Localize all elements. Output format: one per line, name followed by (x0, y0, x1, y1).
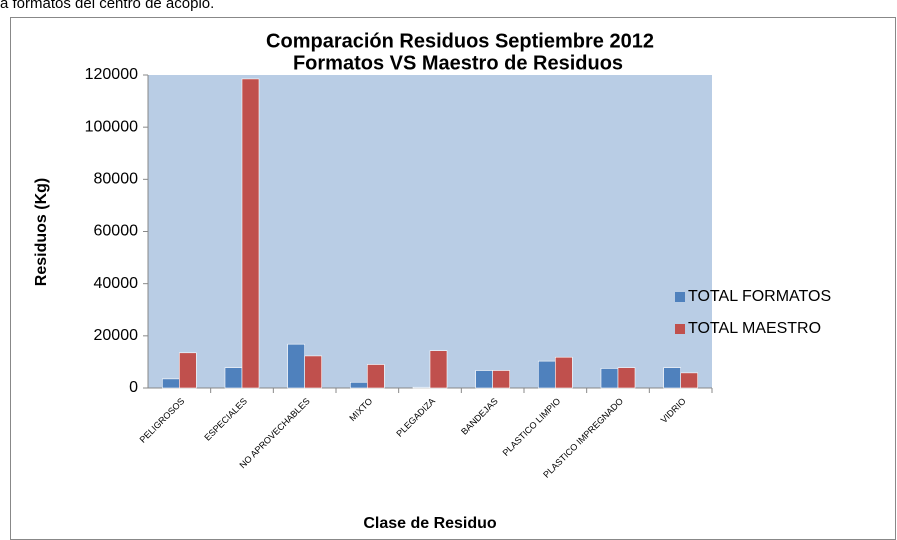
legend-swatch (675, 292, 685, 302)
bar (555, 356, 573, 389)
chart-title: Formatos VS Maestro de Residuos (293, 52, 623, 74)
bar (600, 368, 619, 389)
bar (162, 378, 180, 389)
bar (663, 367, 681, 389)
legend-swatch (675, 324, 685, 334)
bar (241, 78, 260, 389)
bar (475, 370, 493, 389)
y-tick-label: 40000 (94, 275, 139, 292)
bar (224, 367, 243, 389)
legend-label: TOTAL MAESTRO (688, 320, 821, 337)
bar (304, 355, 322, 389)
bar (538, 360, 556, 389)
plot-area (148, 75, 712, 388)
bar (367, 364, 385, 389)
page-text: a formatos del centro de acopio. (0, 0, 214, 12)
y-tick-label: 60000 (94, 223, 139, 240)
y-tick-label: 120000 (85, 66, 138, 83)
bar (179, 352, 197, 389)
y-tick-label: 100000 (85, 118, 138, 135)
bar (429, 350, 448, 389)
y-tick-label: 0 (129, 379, 138, 396)
legend-label: TOTAL FORMATOS (688, 288, 831, 305)
bar (680, 372, 698, 389)
y-axis-label: Residuos (Kg) (33, 178, 50, 286)
x-axis-label: Clase de Residuo (363, 515, 497, 532)
bar (287, 343, 305, 389)
chart-title: Comparación Residuos Septiembre 2012 (266, 30, 654, 52)
bar (412, 386, 431, 389)
y-tick-label: 20000 (94, 327, 139, 344)
y-tick-label: 80000 (94, 171, 139, 188)
bar (617, 367, 636, 389)
bar (492, 370, 510, 389)
bar (350, 381, 368, 389)
